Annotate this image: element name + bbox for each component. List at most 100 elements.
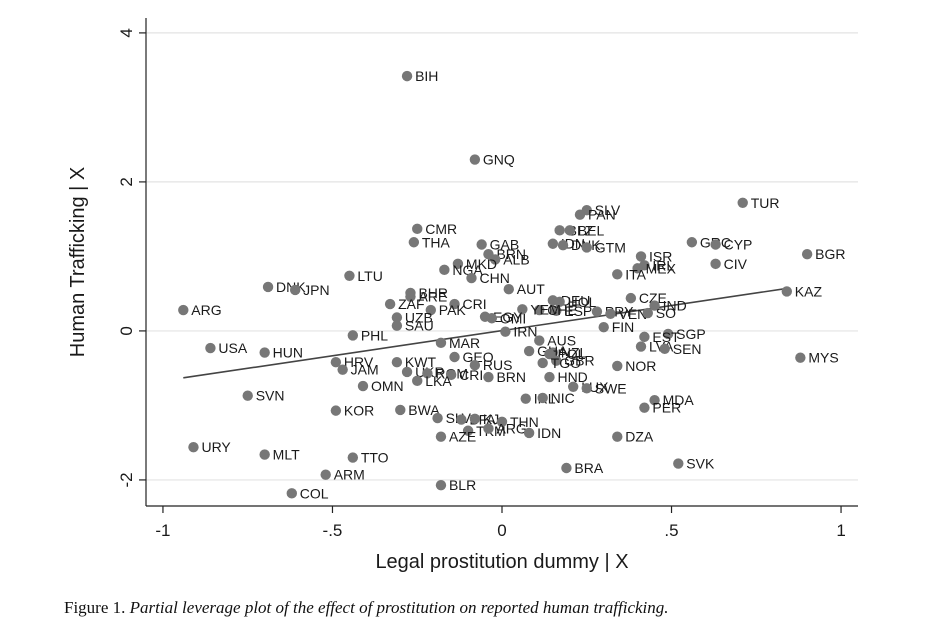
data-point (581, 383, 592, 394)
point-label: PHL (361, 327, 388, 343)
point-label: GTM (595, 239, 626, 255)
point-label: GBR (564, 353, 594, 369)
point-label: NZL (561, 345, 588, 361)
point-label: NIC (551, 390, 575, 406)
point-label: IRL (652, 257, 674, 273)
point-label: BRN (496, 369, 526, 385)
data-point (469, 154, 481, 165)
point-label: CHN (479, 270, 509, 286)
data-point (178, 304, 189, 316)
data-point (564, 225, 576, 236)
data-point (439, 264, 450, 276)
data-point (642, 307, 653, 319)
data-point (412, 223, 423, 235)
data-point (205, 342, 216, 354)
point-label: VEN (618, 306, 647, 322)
caption-prefix: Figure 1. (64, 598, 126, 617)
gridlines (146, 32, 858, 481)
axis-ticks: -1 -.5 0 .5 1 -2 0 2 4 (117, 28, 846, 540)
data-point (551, 305, 562, 316)
point-label: AUS (547, 333, 576, 349)
point-label: BRA (574, 460, 603, 476)
data-point (544, 371, 555, 383)
fit-line (183, 287, 787, 379)
data-point (330, 357, 342, 368)
x-tick-label: .5 (664, 521, 678, 540)
point-label: CRI (459, 367, 483, 383)
x-tick-label: -.5 (323, 521, 343, 540)
point-label: KOR (344, 403, 374, 419)
data-point (435, 479, 447, 491)
point-label: UZB (405, 310, 433, 326)
data-point (344, 270, 355, 281)
data-point (534, 335, 545, 346)
data-point (449, 298, 460, 310)
point-label: JAM (351, 362, 379, 378)
data-point (523, 345, 535, 357)
data-point (523, 427, 535, 439)
data-point (503, 283, 514, 295)
point-label: BWA (408, 402, 440, 418)
point-label: KJ (483, 411, 499, 427)
data-point (483, 423, 494, 434)
data-point (534, 304, 545, 316)
point-label: KWT (405, 354, 437, 370)
data-point (639, 402, 650, 413)
data-point (574, 209, 586, 220)
point-label: HUN (273, 345, 303, 361)
point-label: IDN (537, 425, 561, 441)
data-point (625, 292, 637, 304)
point-label: NGA (452, 262, 483, 278)
data-point (649, 395, 660, 406)
data-point (435, 431, 447, 442)
data-point (462, 425, 474, 436)
point-label: AZE (449, 429, 476, 445)
data-point (469, 413, 481, 425)
point-label: RUS (483, 357, 513, 373)
point-label: URY (201, 439, 231, 455)
data-point (490, 254, 501, 265)
y-tick-label: 2 (117, 177, 136, 186)
data-point (259, 347, 270, 358)
point-label: CZE (639, 290, 667, 306)
point-label: TUR (751, 195, 780, 211)
data-point (537, 392, 548, 404)
data-point (544, 348, 555, 360)
point-label: ESP (564, 303, 592, 319)
data-point (391, 320, 403, 331)
point-label: HND (557, 369, 587, 385)
point-label: AUT (517, 281, 545, 297)
data-point (401, 70, 413, 82)
data-point (673, 458, 684, 469)
data-point (425, 304, 436, 316)
data-point (452, 258, 464, 270)
data-point (391, 357, 403, 368)
data-point (357, 380, 369, 392)
point-label: HOL (568, 294, 597, 310)
data-point (737, 197, 748, 208)
data-point (496, 416, 508, 428)
data-point (445, 369, 457, 381)
data-point (391, 312, 403, 323)
point-label: GAB (490, 236, 520, 252)
data-point (486, 313, 498, 324)
data-point (384, 298, 396, 310)
point-label: OMN (371, 378, 404, 394)
figure-caption: Figure 1. Partial leverage plot of the e… (64, 598, 924, 618)
y-tick-label: -2 (117, 472, 136, 487)
point-label: KAZ (795, 283, 823, 299)
data-point (456, 414, 467, 425)
data-point (686, 237, 698, 248)
data-point (568, 381, 579, 392)
data-point (537, 357, 548, 369)
data-point (289, 284, 301, 296)
point-label: BIH (415, 68, 438, 84)
point-label: LKA (425, 373, 452, 389)
point-label: MYS (808, 350, 838, 366)
point-label: MLT (273, 447, 300, 463)
point-label: BGR (815, 246, 845, 262)
point-label: YEM (530, 301, 560, 317)
point-label: BRN (496, 246, 526, 262)
point-label: SVK (686, 456, 715, 472)
point-label: HRV (344, 354, 374, 370)
